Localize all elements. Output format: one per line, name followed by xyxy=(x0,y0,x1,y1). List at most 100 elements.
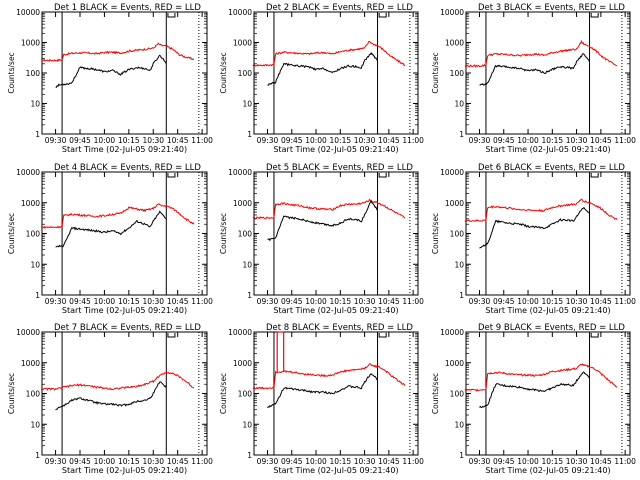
x-tick-label: 11:00 xyxy=(402,136,424,145)
x-tick-label: 11:00 xyxy=(191,297,213,306)
y-axis-label: Counts/sec xyxy=(431,213,440,254)
y-tick-label: 10000 xyxy=(228,8,252,17)
x-tick-label: 09:30 xyxy=(45,297,67,306)
plot-frame xyxy=(41,171,208,296)
x-tick-label: 09:45 xyxy=(493,457,515,466)
x-tick-label: 09:30 xyxy=(257,297,279,306)
plot-frame xyxy=(41,331,208,456)
y-tick-label: 100 xyxy=(450,390,465,399)
interval-bracket xyxy=(378,173,387,178)
x-tick-label: 10:15 xyxy=(118,136,140,145)
detector-panel: Det 4 BLACK = Events, RED = LLD 1 10 100 100… xyxy=(7,163,213,315)
x-tick-label: 09:45 xyxy=(493,297,515,306)
y-tick-label: 1000 xyxy=(21,39,40,48)
y-tick-label: 1000 xyxy=(233,39,252,48)
x-tick-label: 09:45 xyxy=(69,136,91,145)
y-tick-label: 10 xyxy=(30,260,40,269)
y-tick-label: 100 xyxy=(238,69,253,78)
detector-panel: Det 3 BLACK = Events, RED = LLD 1 10 100 100… xyxy=(431,3,636,154)
x-tick-label: 10:00 xyxy=(94,136,116,145)
plot-frame xyxy=(41,11,208,135)
x-axis-label: Start Time (02-Jul-05 09:21:40) xyxy=(485,466,610,475)
events-series-line xyxy=(479,52,590,86)
x-axis-label: Start Time (02-Jul-05 09:21:40) xyxy=(62,145,187,154)
y-tick-label: 100 xyxy=(450,230,465,239)
x-tick-label: 09:45 xyxy=(281,136,303,145)
lld-series-line xyxy=(40,203,195,230)
x-tick-label: 10:15 xyxy=(118,297,140,306)
panel-title: Det 9 BLACK = Events, RED = LLD xyxy=(478,323,625,333)
y-tick-label: 1 xyxy=(35,130,40,139)
lld-series-line xyxy=(464,363,618,392)
y-axis-label: Counts/sec xyxy=(219,213,228,254)
y-tick-label: 10 xyxy=(242,100,252,109)
lld-series-line xyxy=(464,39,618,68)
x-tick-label: 10:15 xyxy=(330,136,352,145)
x-tick-label: 10:15 xyxy=(330,457,352,466)
x-tick-label: 10:15 xyxy=(542,457,564,466)
x-tick-label: 09:30 xyxy=(469,136,491,145)
panel-title: Det 1 BLACK = Events, RED = LLD xyxy=(54,3,201,13)
x-tick-label: 10:45 xyxy=(378,457,400,466)
x-tick-label: 10:45 xyxy=(167,136,189,145)
plot-frame xyxy=(465,11,631,135)
events-series-line xyxy=(267,51,378,86)
y-tick-label: 1000 xyxy=(233,199,252,208)
plot-frame xyxy=(465,171,631,296)
x-tick-label: 10:00 xyxy=(517,297,539,306)
x-tick-label: 09:30 xyxy=(469,457,491,466)
x-tick-label: 11:00 xyxy=(191,457,213,466)
y-tick-label: 1 xyxy=(35,451,40,460)
x-tick-label: 10:30 xyxy=(142,297,164,306)
x-tick-label: 10:30 xyxy=(354,297,376,306)
y-tick-label: 10000 xyxy=(16,328,40,337)
x-tick-label: 10:30 xyxy=(566,457,588,466)
lld-series-line xyxy=(464,198,618,222)
plot-frame xyxy=(253,331,419,456)
x-tick-label: 10:45 xyxy=(378,297,400,306)
detector-panel: Det 9 BLACK = Events, RED = LLD 1 10 100 100… xyxy=(431,323,636,475)
y-tick-label: 1 xyxy=(247,451,252,460)
y-axis-label: Counts/sec xyxy=(219,373,228,414)
detector-panel: Det 6 BLACK = Events, RED = LLD 1 10 100 100… xyxy=(431,163,636,315)
x-tick-label: 11:00 xyxy=(614,457,636,466)
y-tick-label: 1 xyxy=(35,291,40,300)
lld-series-line xyxy=(252,363,406,390)
y-tick-label: 10 xyxy=(454,260,464,269)
x-tick-label: 09:30 xyxy=(257,457,279,466)
y-axis-label: Counts/sec xyxy=(7,213,16,254)
y-tick-label: 10 xyxy=(454,100,464,109)
x-tick-label: 09:45 xyxy=(281,457,303,466)
x-tick-label: 10:00 xyxy=(305,136,327,145)
y-tick-label: 10 xyxy=(30,100,40,109)
y-tick-label: 10 xyxy=(242,260,252,269)
plot-frame xyxy=(465,331,631,456)
x-tick-label: 11:00 xyxy=(402,457,424,466)
y-tick-label: 1000 xyxy=(445,199,464,208)
y-tick-label: 10000 xyxy=(228,168,252,177)
y-axis-label: Counts/sec xyxy=(7,373,16,414)
detector-panel: Det 7 BLACK = Events, RED = LLD 1 10 100 100… xyxy=(7,323,213,475)
interval-bracket xyxy=(167,173,176,178)
x-tick-label: 11:00 xyxy=(402,297,424,306)
y-tick-label: 100 xyxy=(238,230,253,239)
y-tick-label: 10 xyxy=(454,420,464,429)
x-tick-label: 11:00 xyxy=(614,136,636,145)
lld-series-line xyxy=(252,40,406,67)
y-tick-label: 1 xyxy=(247,130,252,139)
x-axis-label: Start Time (02-Jul-05 09:21:40) xyxy=(485,306,610,315)
y-tick-label: 1 xyxy=(459,130,464,139)
x-axis-label: Start Time (02-Jul-05 09:21:40) xyxy=(485,145,610,154)
events-series-line xyxy=(479,371,590,409)
y-axis-label: Counts/sec xyxy=(431,52,440,93)
events-series-line xyxy=(55,210,167,248)
y-tick-label: 1000 xyxy=(445,39,464,48)
lld-series-line xyxy=(40,42,195,62)
x-tick-label: 10:30 xyxy=(566,136,588,145)
x-tick-label: 10:00 xyxy=(305,297,327,306)
detector-panel: Det 5 BLACK = Events, RED = LLD 1 10 100 100… xyxy=(219,163,424,315)
y-tick-label: 1000 xyxy=(445,359,464,368)
x-tick-label: 10:15 xyxy=(542,297,564,306)
detector-panel: Det 1 BLACK = Events, RED = LLD 1 10 100 100… xyxy=(7,3,213,154)
